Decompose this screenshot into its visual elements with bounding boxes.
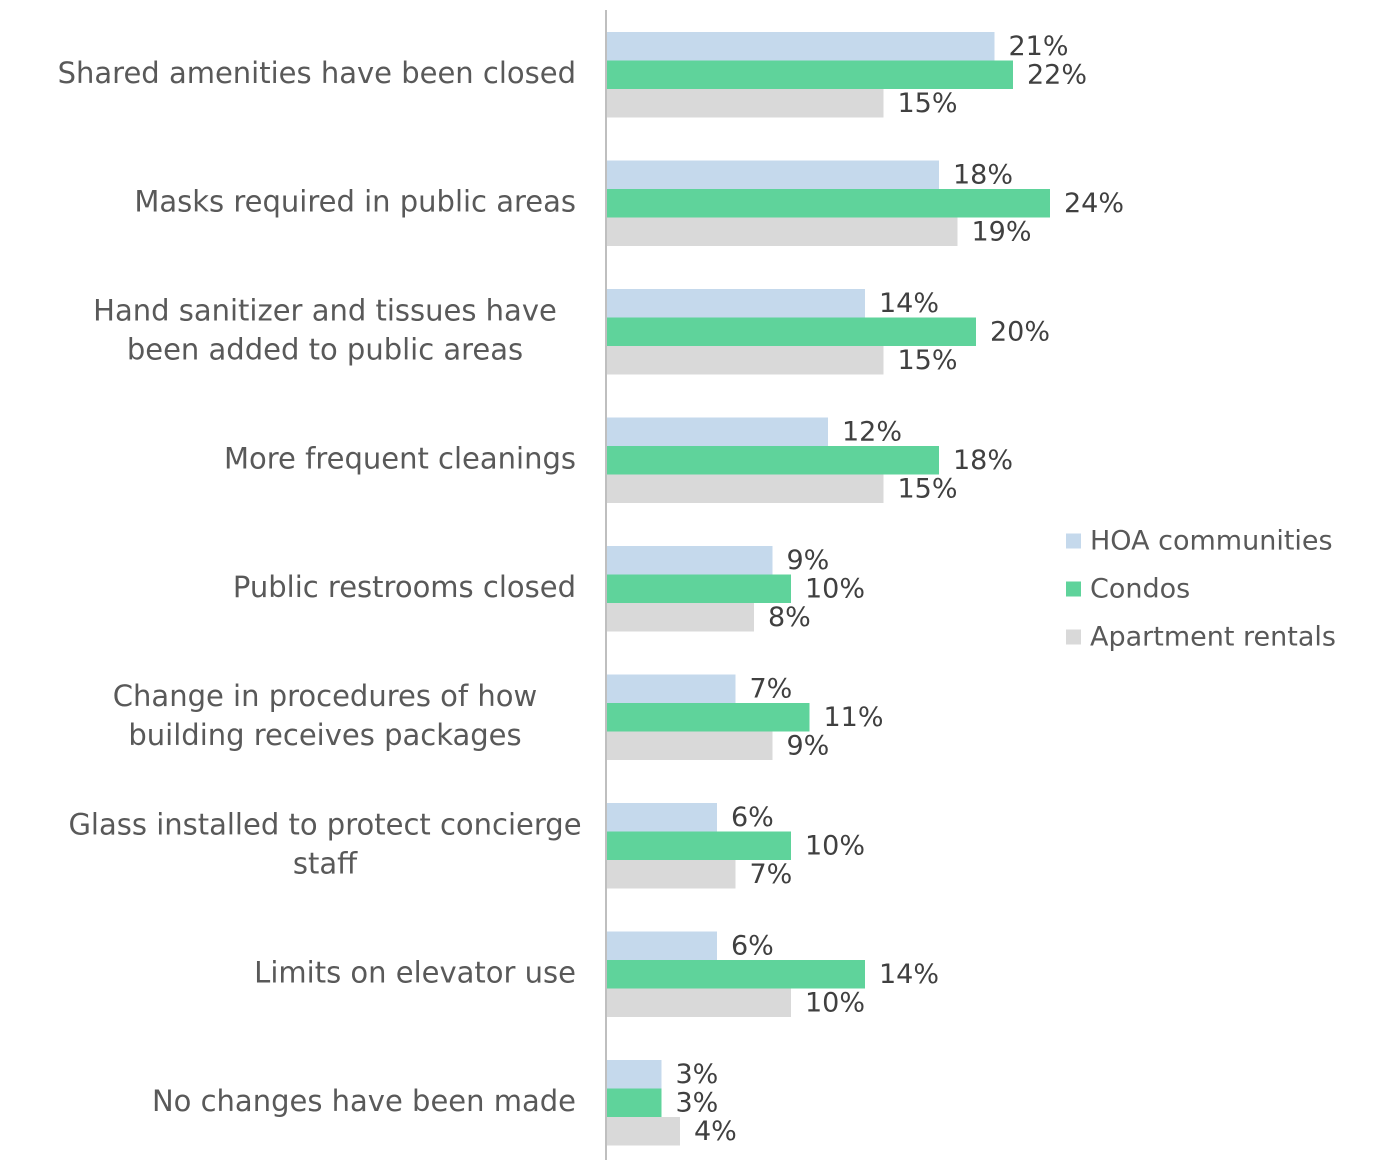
bar-apartment-rentals-7 [606, 860, 736, 889]
value-label: 7% [750, 859, 793, 890]
category-label-line: been added to public areas [127, 332, 523, 366]
value-label: 15% [898, 473, 958, 504]
value-label: 19% [972, 216, 1032, 247]
value-label: 21% [1009, 31, 1069, 62]
bar-condos-3 [606, 317, 976, 346]
bar-hoa-communities-6 [606, 674, 736, 703]
category-label-line: Glass installed to protect concierge [68, 807, 581, 841]
bar-hoa-communities-7 [606, 803, 717, 832]
value-label: 6% [731, 802, 774, 833]
category-label: Public restrooms closed [233, 570, 576, 604]
value-label: 18% [953, 159, 1013, 190]
category-labels-layer: Shared amenities have been closed Masks r… [58, 56, 582, 1118]
category-label: More frequent cleanings [224, 441, 576, 475]
value-label: 24% [1064, 188, 1124, 219]
value-label: 10% [805, 573, 865, 604]
category-label-line: Limits on elevator use [254, 955, 576, 989]
bar-condos-1 [606, 60, 1013, 89]
bar-condos-6 [606, 703, 810, 732]
bar-hoa-communities-4 [606, 417, 828, 446]
bar-hoa-communities-8 [606, 931, 717, 960]
value-label: 6% [731, 930, 774, 961]
bar-condos-4 [606, 446, 939, 475]
value-label: 15% [898, 345, 958, 376]
value-label: 14% [879, 959, 939, 990]
legend: HOA communities Condos Apartment rentals [1066, 526, 1336, 653]
category-label-line: No changes have been made [152, 1084, 576, 1118]
legend-swatch-apartment-rentals [1066, 629, 1081, 645]
legend-label-condos: Condos [1090, 574, 1190, 605]
category-label-line: More frequent cleanings [224, 441, 576, 475]
bar-condos-7 [606, 831, 791, 860]
value-label: 20% [990, 316, 1050, 347]
bar-condos-5 [606, 574, 791, 603]
category-label-line: building receives packages [128, 718, 521, 752]
category-label-line: Change in procedures of how [113, 679, 537, 713]
category-label: Limits on elevator use [254, 955, 576, 989]
value-label: 18% [953, 445, 1013, 476]
category-label: Shared amenities have been closed [58, 56, 576, 90]
bar-apartment-rentals-4 [606, 474, 884, 503]
bar-hoa-communities-3 [606, 289, 865, 318]
value-label: 4% [694, 1116, 737, 1147]
bar-hoa-communities-2 [606, 160, 939, 189]
bar-apartment-rentals-3 [606, 346, 884, 375]
value-label: 14% [879, 288, 939, 319]
bar-condos-9 [606, 1088, 662, 1117]
bar-apartment-rentals-9 [606, 1117, 680, 1146]
value-label: 3% [676, 1087, 719, 1118]
value-label: 3% [676, 1059, 719, 1090]
bars-layer [606, 32, 1050, 1146]
value-label: 7% [750, 673, 793, 704]
value-label: 9% [787, 730, 830, 761]
bar-hoa-communities-9 [606, 1060, 662, 1089]
value-label: 9% [787, 545, 830, 576]
category-label: Change in procedures of how building rece… [113, 679, 537, 752]
value-labels-layer: 21%22%15%18%24%19%14%20%15%12%18%15%9%10… [676, 31, 1125, 1147]
bar-condos-2 [606, 189, 1050, 218]
category-label-line: Shared amenities have been closed [58, 56, 576, 90]
bar-apartment-rentals-6 [606, 731, 773, 760]
bar-hoa-communities-1 [606, 32, 995, 61]
category-label-line: staff [293, 846, 358, 880]
bar-apartment-rentals-2 [606, 217, 958, 246]
category-label: No changes have been made [152, 1084, 576, 1118]
value-label: 12% [842, 416, 902, 447]
legend-label-hoa-communities: HOA communities [1090, 526, 1333, 557]
category-label-line: Hand sanitizer and tissues have [93, 293, 557, 327]
bar-condos-8 [606, 960, 865, 989]
bar-apartment-rentals-8 [606, 988, 791, 1017]
category-label: Hand sanitizer and tissues have been adde… [93, 293, 557, 366]
value-label: 8% [768, 602, 811, 633]
category-label: Masks required in public areas [134, 184, 576, 218]
category-label-line: Masks required in public areas [134, 184, 576, 218]
bar-hoa-communities-5 [606, 546, 773, 575]
value-label: 22% [1027, 59, 1087, 90]
bar-apartment-rentals-5 [606, 603, 754, 632]
value-label: 10% [805, 987, 865, 1018]
legend-swatch-condos [1066, 581, 1081, 597]
category-label: Glass installed to protect concierge staf… [68, 807, 581, 880]
legend-swatch-hoa-communities [1066, 533, 1081, 549]
value-label: 10% [805, 830, 865, 861]
bar-apartment-rentals-1 [606, 89, 884, 118]
value-label: 15% [898, 88, 958, 119]
legend-label-apartment-rentals: Apartment rentals [1090, 622, 1336, 653]
value-label: 11% [824, 702, 884, 733]
category-label-line: Public restrooms closed [233, 570, 576, 604]
